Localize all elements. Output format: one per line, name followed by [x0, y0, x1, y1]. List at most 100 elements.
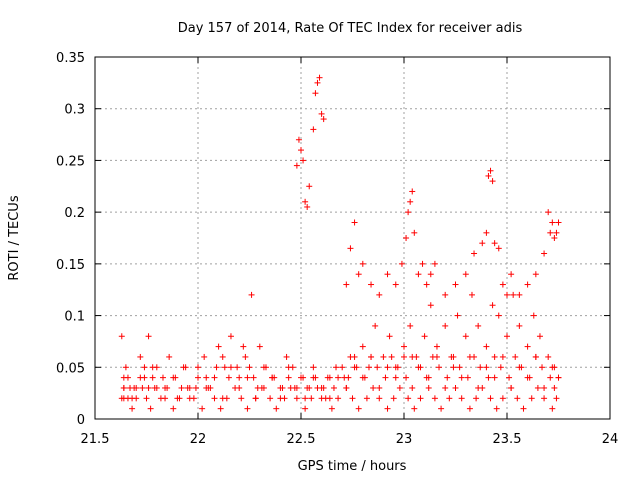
data-point — [411, 229, 418, 236]
data-point — [219, 353, 226, 360]
data-point — [240, 343, 247, 350]
data-point — [310, 364, 317, 371]
data-point — [306, 384, 313, 391]
x-tick-label: 23 — [396, 432, 413, 447]
data-point — [359, 260, 366, 267]
data-point — [285, 374, 292, 381]
data-point — [203, 384, 210, 391]
data-point — [159, 374, 166, 381]
data-point — [328, 405, 335, 412]
data-point — [380, 353, 387, 360]
data-point — [192, 384, 199, 391]
data-point — [425, 374, 432, 381]
data-point — [398, 260, 405, 267]
data-point — [524, 374, 531, 381]
data-point — [514, 395, 521, 402]
data-point — [318, 110, 325, 117]
data-point — [120, 384, 127, 391]
data-point — [415, 271, 422, 278]
data-point — [549, 405, 556, 412]
data-point — [485, 172, 492, 179]
data-point — [293, 384, 300, 391]
data-point — [475, 384, 482, 391]
data-point — [145, 333, 152, 340]
data-point — [242, 353, 249, 360]
data-point — [551, 384, 558, 391]
data-points — [118, 74, 562, 412]
data-point — [495, 245, 502, 252]
data-point — [547, 229, 554, 236]
data-point — [388, 353, 395, 360]
data-point — [456, 364, 463, 371]
data-point — [238, 395, 245, 402]
y-tick-label: 0.2 — [64, 206, 85, 221]
data-point — [442, 322, 449, 329]
data-point — [246, 364, 253, 371]
data-point — [213, 364, 220, 371]
data-point — [359, 343, 366, 350]
data-point — [403, 235, 410, 241]
data-point — [464, 374, 471, 381]
data-point — [394, 364, 401, 371]
grid — [95, 57, 610, 419]
data-point — [273, 405, 280, 412]
data-point — [431, 260, 438, 267]
data-point — [524, 281, 531, 288]
data-point — [335, 374, 342, 381]
data-point — [333, 364, 340, 371]
data-point — [508, 271, 515, 278]
data-point — [256, 343, 263, 350]
data-point — [302, 405, 309, 412]
data-point — [335, 395, 342, 402]
data-point — [300, 157, 307, 164]
data-point — [339, 364, 346, 371]
y-axis-label: ROTI / TECUs — [7, 195, 22, 280]
data-point — [405, 209, 412, 216]
data-point — [244, 405, 251, 412]
data-point — [483, 343, 490, 350]
data-point — [221, 364, 228, 371]
y-tick-label: 0.35 — [56, 51, 85, 66]
data-point — [279, 384, 286, 391]
data-point — [293, 162, 300, 169]
data-point — [365, 364, 372, 371]
data-point — [444, 374, 451, 381]
data-point — [260, 384, 267, 391]
data-point — [131, 384, 138, 391]
data-point — [302, 198, 309, 205]
data-point — [129, 405, 136, 412]
data-point — [244, 374, 251, 381]
data-point — [178, 384, 185, 391]
data-point — [254, 384, 261, 391]
data-point — [118, 395, 125, 402]
data-point — [471, 250, 478, 257]
data-point — [417, 364, 424, 371]
y-tick-label: 0.25 — [56, 154, 85, 169]
data-point — [409, 188, 416, 195]
data-point — [236, 384, 243, 391]
data-point — [534, 384, 541, 391]
data-point — [215, 343, 222, 350]
data-point — [392, 281, 399, 288]
data-point — [532, 271, 539, 278]
data-point — [423, 281, 430, 288]
data-point — [199, 405, 206, 412]
data-point — [524, 343, 531, 350]
data-point — [302, 395, 309, 402]
data-point — [376, 395, 383, 402]
data-point — [427, 271, 434, 278]
data-point — [508, 384, 515, 391]
data-point — [153, 364, 160, 371]
data-point — [421, 333, 428, 340]
data-point — [384, 364, 391, 371]
data-point — [485, 374, 492, 381]
data-point — [491, 240, 498, 247]
data-point — [355, 405, 362, 412]
data-point — [479, 240, 486, 247]
data-point — [343, 384, 350, 391]
data-point — [129, 395, 136, 402]
data-point — [145, 384, 152, 391]
data-point — [532, 353, 539, 360]
data-point — [203, 374, 210, 381]
